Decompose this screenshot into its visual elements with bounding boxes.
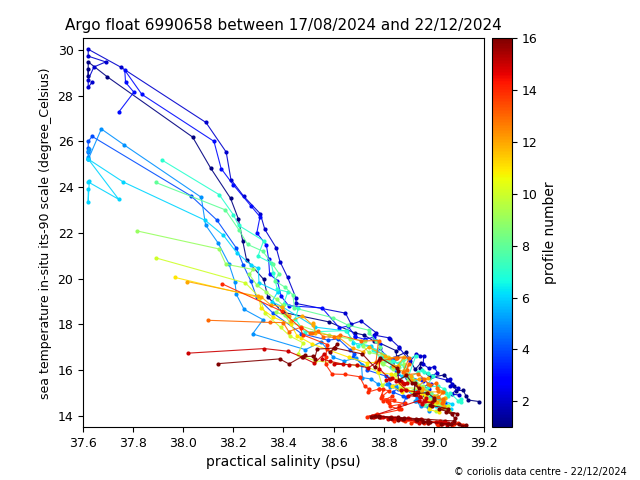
Text: © coriolis data centre - 22/12/2024: © coriolis data centre - 22/12/2024: [454, 467, 627, 477]
Title: Argo float 6990658 between 17/08/2024 and 22/12/2024: Argo float 6990658 between 17/08/2024 an…: [65, 18, 502, 33]
Y-axis label: profile number: profile number: [543, 181, 557, 284]
X-axis label: practical salinity (psu): practical salinity (psu): [206, 456, 361, 469]
Y-axis label: sea temperature in-situ its-90 scale (degree_Celsius): sea temperature in-situ its-90 scale (de…: [39, 67, 52, 398]
